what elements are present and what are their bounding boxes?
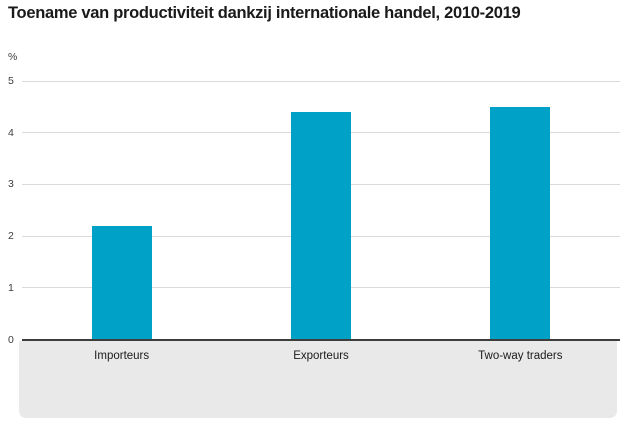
bar-two-way-traders [490, 106, 551, 340]
bar-importeurs [91, 225, 152, 340]
category-axis-panel [19, 340, 617, 418]
chart-title: Toename van productiviteit dankzij inter… [8, 4, 521, 22]
y-tick-label-0: 0 [8, 333, 14, 346]
category-label-exporteurs: Exporteurs [293, 350, 349, 362]
x-axis-line [22, 338, 620, 341]
category-label-two-way-traders: Two-way traders [478, 350, 563, 362]
gridline-5 [22, 80, 620, 82]
y-tick-label-1: 1 [8, 281, 14, 294]
y-tick-label-4: 4 [8, 126, 14, 139]
y-axis-unit-label: % [8, 51, 18, 63]
y-tick-label-3: 3 [8, 178, 14, 191]
category-label-importeurs: Importeurs [94, 350, 150, 362]
y-tick-label-2: 2 [8, 230, 14, 243]
y-tick-label-5: 5 [8, 75, 14, 87]
bar-exporteurs [291, 112, 351, 340]
